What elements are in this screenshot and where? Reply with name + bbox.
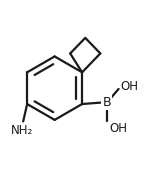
Text: OH: OH [110,122,128,135]
Text: NH₂: NH₂ [10,124,33,138]
Text: B: B [102,96,111,109]
Text: OH: OH [120,80,138,93]
